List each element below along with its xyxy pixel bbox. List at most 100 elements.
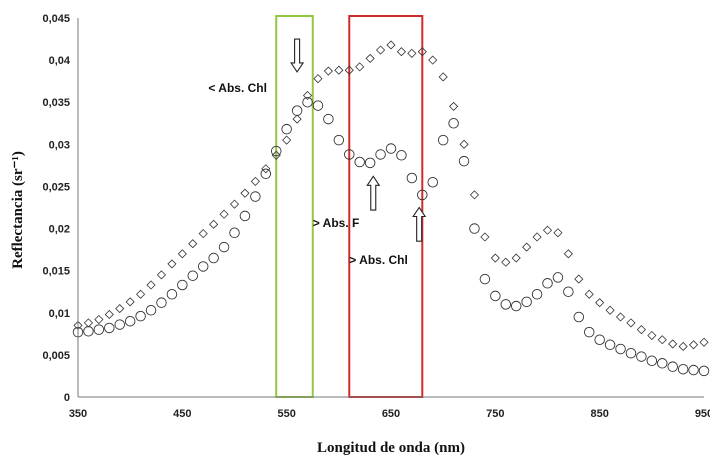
circle-point bbox=[563, 286, 574, 297]
y-tick-label: 0,045 bbox=[42, 13, 70, 25]
circle-point bbox=[500, 299, 512, 310]
circle-point bbox=[448, 118, 459, 129]
diamond-point bbox=[553, 228, 563, 238]
diamond-point bbox=[334, 65, 344, 75]
circle-point bbox=[604, 339, 616, 351]
x-tick-label: 550 bbox=[277, 408, 295, 420]
circle-point bbox=[573, 311, 585, 323]
diamond-point bbox=[209, 219, 219, 229]
diamond-point bbox=[615, 312, 626, 322]
circle-point bbox=[156, 297, 167, 308]
circle-point bbox=[625, 347, 637, 359]
circle-point bbox=[166, 288, 178, 300]
circle-point bbox=[406, 172, 418, 184]
circle-point bbox=[124, 315, 136, 327]
diamond-point bbox=[271, 150, 281, 160]
annotation-label: < Abs. Chl bbox=[208, 81, 267, 95]
series-diamond bbox=[73, 40, 709, 352]
x-tick-label: 950 bbox=[695, 408, 710, 420]
circle-point bbox=[427, 176, 438, 188]
circle-point bbox=[333, 134, 345, 146]
diamond-point bbox=[511, 253, 521, 263]
annotations: < Abs. Chl > Abs. F > Abs. Chl bbox=[208, 81, 407, 267]
diamond-point bbox=[250, 176, 260, 186]
annotation-label: > Abs. F bbox=[313, 216, 360, 230]
circle-point bbox=[531, 288, 543, 300]
y-tick-label: 0,005 bbox=[42, 350, 70, 362]
diamond-point bbox=[678, 341, 688, 352]
highlight-region-2 bbox=[348, 15, 424, 398]
y-tick-labels: 0 0,005 0,01 0,015 0,02 0,025 0,03 0,035 0,04 0,0… bbox=[42, 13, 70, 404]
diamond-point bbox=[532, 232, 542, 242]
circle-point bbox=[270, 145, 282, 157]
diamond-point bbox=[542, 225, 553, 235]
diamond-point bbox=[480, 232, 490, 242]
x-axis-title: Longitud de onda (nm) bbox=[317, 440, 465, 456]
diamond-point bbox=[469, 190, 480, 200]
circle-point bbox=[698, 365, 710, 377]
circle-point bbox=[552, 272, 564, 283]
diamond-point bbox=[595, 298, 605, 308]
diamond-point bbox=[323, 66, 333, 76]
circle-point bbox=[437, 134, 449, 146]
circle-point bbox=[490, 290, 501, 302]
diamond-point bbox=[282, 135, 292, 145]
circle-point bbox=[479, 273, 491, 285]
diamond-point bbox=[647, 330, 657, 341]
circle-point bbox=[469, 223, 480, 234]
diamond-point bbox=[302, 90, 313, 101]
diamond-point bbox=[344, 65, 354, 75]
diamond-point bbox=[229, 199, 240, 209]
circle-point bbox=[281, 123, 292, 135]
diamond-point bbox=[167, 259, 177, 269]
diamond-point bbox=[94, 314, 104, 325]
diamond-point bbox=[605, 305, 615, 315]
diamond-point bbox=[522, 242, 532, 252]
y-tick-label: 0,01 bbox=[49, 308, 70, 320]
y-tick-label: 0 bbox=[64, 392, 70, 404]
diamond-point bbox=[657, 335, 667, 345]
diamond-point bbox=[438, 72, 448, 82]
circle-point bbox=[396, 150, 407, 161]
x-tick-label: 850 bbox=[590, 408, 608, 420]
diamond-point bbox=[136, 289, 146, 299]
diamond-point bbox=[115, 304, 125, 314]
data-series bbox=[72, 40, 710, 377]
annotation-label: > Abs. Chl bbox=[349, 253, 408, 267]
circle-point bbox=[344, 149, 355, 160]
y-axis-title: Reflectancia (sr⁻¹) bbox=[10, 151, 26, 269]
circle-point bbox=[291, 105, 303, 116]
circle-point bbox=[542, 278, 553, 289]
diamond-point bbox=[501, 257, 511, 267]
x-tick-labels: 350 450 550 650 750 850 950 bbox=[69, 408, 710, 420]
x-tick-label: 750 bbox=[486, 408, 504, 420]
x-tick-label: 650 bbox=[382, 408, 400, 420]
diamond-point bbox=[240, 188, 250, 198]
diamond-point bbox=[689, 340, 699, 350]
diamond-point bbox=[125, 297, 135, 307]
diamond-point bbox=[313, 74, 323, 84]
y-tick-label: 0,03 bbox=[49, 139, 70, 151]
diamond-point bbox=[198, 229, 208, 239]
circle-point bbox=[302, 96, 313, 108]
circle-point bbox=[636, 351, 647, 362]
diamond-point bbox=[636, 325, 646, 335]
x-tick-label: 450 bbox=[173, 408, 191, 420]
circle-point bbox=[458, 155, 470, 167]
highlight-region-1 bbox=[275, 15, 314, 398]
arrow-up-icon bbox=[412, 206, 427, 242]
circle-point bbox=[510, 300, 522, 312]
circle-point bbox=[521, 296, 532, 308]
diamond-point bbox=[699, 337, 709, 347]
diamond-point bbox=[407, 48, 417, 58]
circle-point bbox=[657, 358, 668, 369]
diamond-point bbox=[219, 209, 229, 219]
circle-point bbox=[104, 322, 115, 334]
circle-point bbox=[114, 319, 125, 330]
diamond-point bbox=[146, 280, 156, 290]
y-tick-label: 0,025 bbox=[42, 181, 70, 193]
highlight-regions bbox=[275, 15, 424, 398]
circle-point bbox=[197, 261, 209, 272]
circle-point bbox=[187, 270, 199, 281]
